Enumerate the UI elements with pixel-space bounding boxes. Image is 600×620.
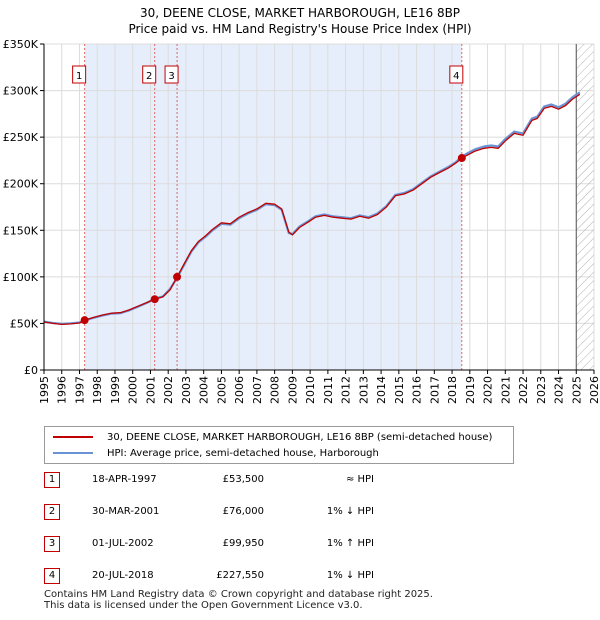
x-tick-label: 2016 xyxy=(411,376,424,404)
chart-title: 30, DEENE CLOSE, MARKET HARBOROUGH, LE16… xyxy=(139,6,461,20)
x-tick-label: 2009 xyxy=(286,376,299,404)
sale-number-badge: 2 xyxy=(44,504,60,520)
sale-label-box xyxy=(164,65,179,84)
legend-swatch-hpi xyxy=(53,452,93,454)
sale-price: £99,950 xyxy=(222,538,264,549)
sale-hpi-diff: 1% ↑ HPI xyxy=(326,538,374,549)
sale-row: 1 18-APR-1997 £53,500 ≈ HPI xyxy=(0,470,600,490)
footer-line-copyright: Contains HM Land Registry data © Crown c… xyxy=(44,589,433,600)
x-tick-label: 2025 xyxy=(570,376,583,404)
y-tick-label: £0 xyxy=(24,364,38,377)
x-tick-label: 2003 xyxy=(180,376,193,404)
sale-hpi-diff: ≈ HPI xyxy=(345,474,374,485)
x-tick-label: 2014 xyxy=(375,376,388,404)
legend-label-price: 30, DEENE CLOSE, MARKET HARBOROUGH, LE16… xyxy=(107,431,493,443)
legend-item-price: 30, DEENE CLOSE, MARKET HARBOROUGH, LE16… xyxy=(53,429,492,445)
sale-point xyxy=(150,295,159,304)
sale-marker-layer xyxy=(80,154,466,325)
sale-date: 01-JUL-2002 xyxy=(92,538,154,549)
sale-label-text: 2 xyxy=(146,71,152,82)
sale-label-text: 4 xyxy=(453,71,459,82)
sale-number-badge: 4 xyxy=(44,568,60,584)
x-tick-label: 2000 xyxy=(127,376,140,404)
sale-point xyxy=(457,154,466,163)
sale-point xyxy=(173,272,182,281)
y-tick-label: £100K xyxy=(3,271,39,284)
x-tick-label: 1997 xyxy=(73,376,86,404)
y-tick-label: £200K xyxy=(3,178,39,191)
forecast-hatch-layer xyxy=(575,44,594,370)
y-tick-label: £150K xyxy=(3,224,39,237)
sale-label-box xyxy=(142,65,157,84)
x-tick-label: 1999 xyxy=(109,376,122,404)
y-tick-label: £250K xyxy=(3,131,39,144)
x-tick-label: 1998 xyxy=(91,376,104,404)
sale-label-box xyxy=(72,65,87,84)
x-tick-label: 2021 xyxy=(499,376,512,404)
sale-price: £227,550 xyxy=(216,570,264,581)
sale-date: 18-APR-1997 xyxy=(92,474,157,485)
x-tick-label: 2017 xyxy=(428,376,441,404)
y-tick-label: £350K xyxy=(3,38,39,51)
x-tick-label: 2012 xyxy=(340,376,353,404)
sale-label-text: 1 xyxy=(76,71,82,82)
x-tick-label: 2015 xyxy=(393,376,406,404)
sale-row: 4 20-JUL-2018 £227,550 1% ↓ HPI xyxy=(0,566,600,586)
sale-number-badge: 1 xyxy=(44,472,60,488)
x-tick-label: 2008 xyxy=(269,376,282,404)
footer-attribution: Contains HM Land Registry data © Crown c… xyxy=(44,589,433,611)
legend-item-hpi: HPI: Average price, semi-detached house,… xyxy=(53,445,379,461)
price-line xyxy=(43,93,581,326)
sale-number-badge: 3 xyxy=(44,536,60,552)
y-tick-label: £50K xyxy=(10,317,39,330)
legend-label-hpi: HPI: Average price, semi-detached house,… xyxy=(107,447,379,459)
x-tick-label: 2004 xyxy=(198,376,211,404)
x-tick-label: 2024 xyxy=(553,376,566,404)
sale-vline-layer: 1 2 3 4 xyxy=(72,44,464,370)
sale-row: 3 01-JUL-2002 £99,950 1% ↑ HPI xyxy=(0,534,600,554)
footer-line-licence: This data is licensed under the Open Gov… xyxy=(44,600,363,611)
x-tick-label: 2018 xyxy=(446,376,459,404)
x-tick-label: 2022 xyxy=(517,376,530,404)
x-tick-label: 1996 xyxy=(56,376,69,404)
x-tick-label: 2010 xyxy=(304,376,317,404)
chart-legend: 30, DEENE CLOSE, MARKET HARBOROUGH, LE16… xyxy=(44,426,514,464)
sale-label-box xyxy=(449,65,464,84)
sale-date: 20-JUL-2018 xyxy=(92,570,154,581)
sale-price: £76,000 xyxy=(222,506,264,517)
x-tick-label: 2001 xyxy=(144,376,157,404)
grid-layer xyxy=(43,43,595,371)
x-tick-label: 1995 xyxy=(38,376,51,404)
x-tick-label: 2002 xyxy=(162,376,175,404)
hpi-band xyxy=(84,44,462,370)
x-tick-label: 2013 xyxy=(357,376,370,404)
x-tick-label: 2026 xyxy=(588,376,600,404)
legend-swatch-price xyxy=(53,436,93,438)
x-tick-label: 2020 xyxy=(482,376,495,404)
x-tick-label: 2011 xyxy=(322,376,335,404)
sale-point xyxy=(80,316,89,325)
x-tick-label: 2023 xyxy=(535,376,548,404)
sale-hpi-diff: 1% ↓ HPI xyxy=(326,570,374,581)
series-layer xyxy=(43,91,581,326)
sale-hpi-diff: 1% ↓ HPI xyxy=(326,506,374,517)
axis-layer: £0 £50K £100K £150K £200K £250K £300K £350K 1995… xyxy=(3,38,600,404)
x-tick-label: 2006 xyxy=(233,376,246,404)
x-tick-label: 2019 xyxy=(464,376,477,404)
sale-price: £53,500 xyxy=(222,474,264,485)
sale-row: 2 30-MAR-2001 £76,000 1% ↓ HPI xyxy=(0,502,600,522)
hpi-band-layer xyxy=(84,44,462,370)
y-tick-label: £300K xyxy=(3,85,39,98)
x-tick-label: 2005 xyxy=(215,376,228,404)
price-chart: 1 2 3 4 £0 £50K £100K £150K £200K £250K £300K £350… xyxy=(3,38,600,404)
sale-date: 30-MAR-2001 xyxy=(92,506,160,517)
chart-subtitle: Price paid vs. HM Land Registry's House … xyxy=(128,22,472,36)
forecast-hatch xyxy=(576,44,594,370)
sale-label-text: 3 xyxy=(168,71,174,82)
x-tick-label: 2007 xyxy=(251,376,264,404)
